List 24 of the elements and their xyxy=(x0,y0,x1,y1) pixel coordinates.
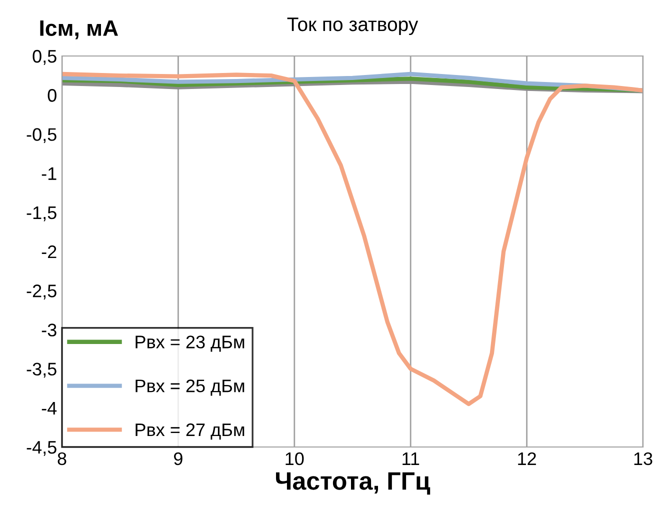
x-tick-label: 12 xyxy=(518,452,536,465)
y-tick-label: -2,5 xyxy=(26,284,56,300)
chart-title: Ток по затвору xyxy=(287,18,418,36)
y-axis-title: Iсм, мА xyxy=(40,20,118,40)
x-tick-label: 10 xyxy=(286,452,304,466)
legend-label: Рвх = 27 дБм xyxy=(136,423,244,440)
x-tick-label: 11 xyxy=(402,452,420,465)
x-tick-label: 9 xyxy=(174,452,182,466)
y-tick-label: -4,5 xyxy=(26,441,56,456)
y-tick-label: -3,5 xyxy=(26,362,56,378)
y-tick-label: -1 xyxy=(42,167,56,180)
legend-label: Рвх = 25 дБм xyxy=(136,380,244,396)
y-tick-label: 0 xyxy=(48,89,56,102)
legend-label: Рвх = 23 дБм xyxy=(136,336,244,352)
x-tick-label: 13 xyxy=(634,452,652,466)
x-axis-title: Частота, ГГц xyxy=(276,472,430,495)
y-tick-label: 0,5 xyxy=(32,50,56,65)
y-tick-label: -3 xyxy=(42,324,56,336)
y-tick-label: -4 xyxy=(42,402,57,414)
line-series xyxy=(62,72,643,406)
y-tick-label: -0,5 xyxy=(26,128,56,144)
y-tick-label: -2 xyxy=(42,245,56,258)
x-tick-label: 8 xyxy=(58,452,66,466)
y-tick-label: -1,5 xyxy=(26,206,56,222)
